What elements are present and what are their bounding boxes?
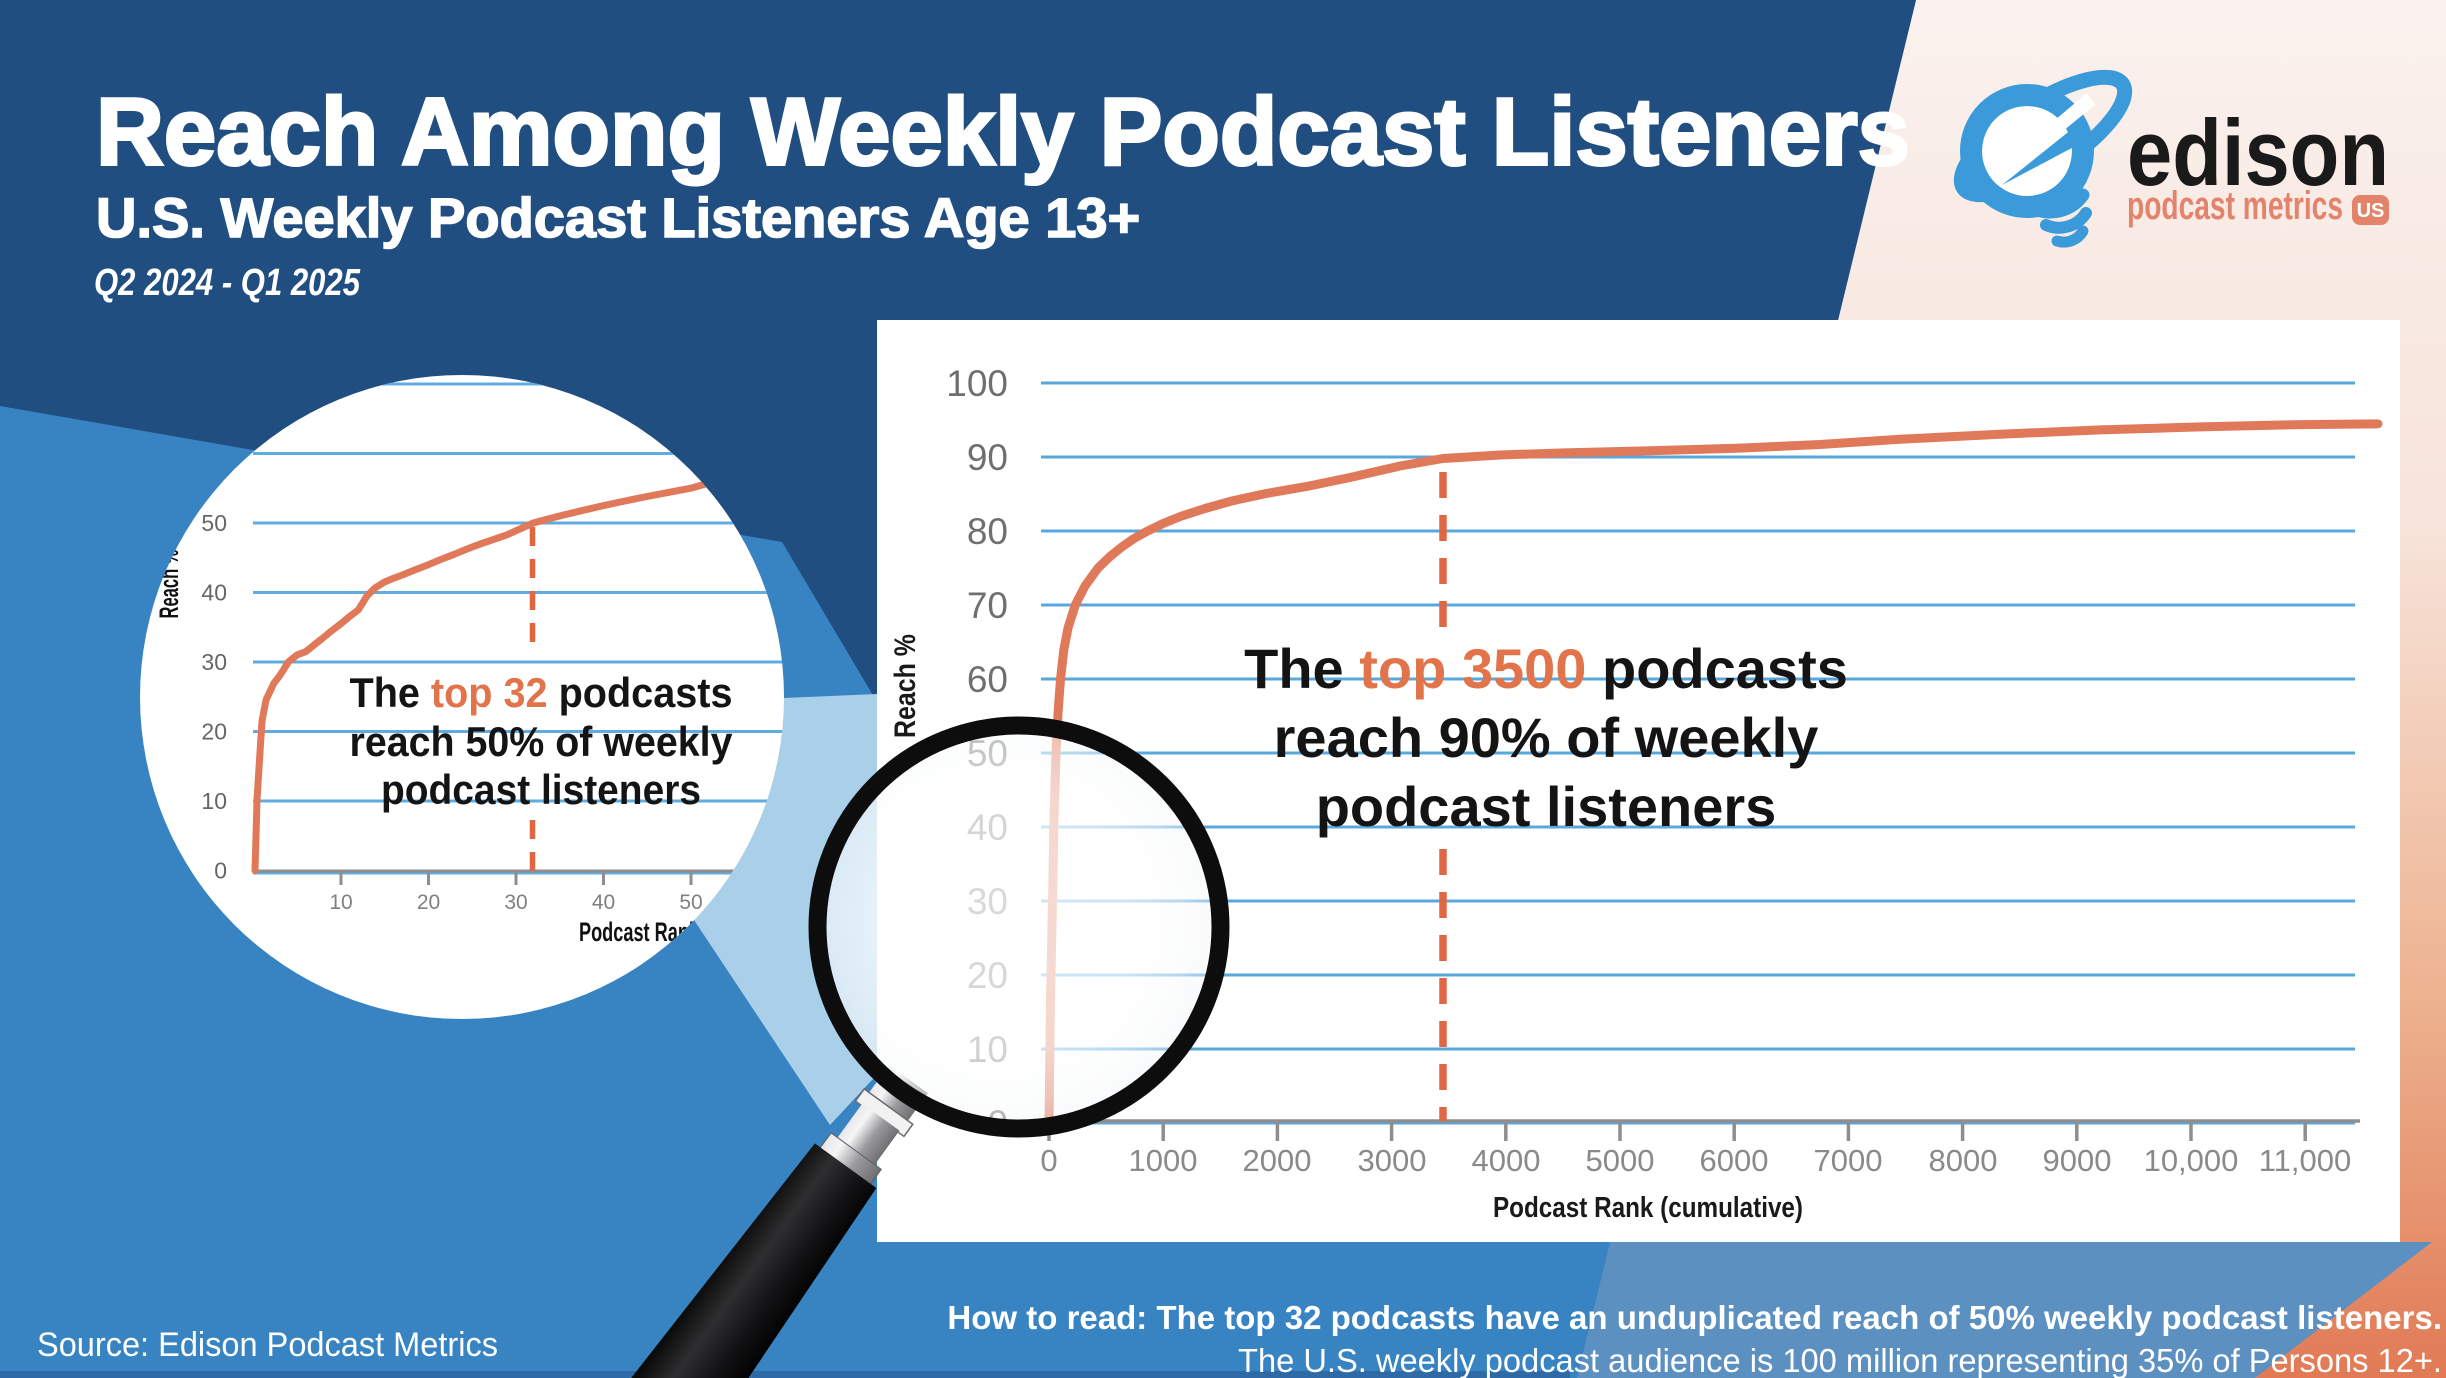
svg-text:0: 0 bbox=[1040, 1143, 1057, 1178]
svg-text:30: 30 bbox=[504, 891, 527, 914]
svg-text:7000: 7000 bbox=[1814, 1143, 1883, 1178]
svg-text:40: 40 bbox=[592, 891, 615, 914]
svg-text:50: 50 bbox=[201, 510, 227, 536]
svg-text:Reach Among Weekly Podcast Lis: Reach Among Weekly Podcast Listeners bbox=[96, 79, 1910, 186]
svg-text:4000: 4000 bbox=[1472, 1143, 1541, 1178]
svg-text:podcast listeners: podcast listeners bbox=[381, 766, 701, 813]
svg-text:20: 20 bbox=[201, 719, 227, 745]
svg-text:Podcast Rank (cumulative): Podcast Rank (cumulative) bbox=[1493, 1192, 1803, 1224]
svg-text:2000: 2000 bbox=[1243, 1143, 1312, 1178]
svg-text:80: 80 bbox=[967, 511, 1008, 552]
svg-text:podcast listeners: podcast listeners bbox=[1316, 775, 1777, 838]
svg-text:90: 90 bbox=[967, 437, 1008, 478]
svg-text:Source: Edison Podcast Metrics: Source: Edison Podcast Metrics bbox=[37, 1326, 498, 1364]
svg-text:edison: edison bbox=[2127, 100, 2389, 205]
svg-text:reach 90% of weekly: reach 90% of weekly bbox=[1274, 706, 1819, 769]
svg-text:1000: 1000 bbox=[1129, 1143, 1198, 1178]
svg-text:11,000: 11,000 bbox=[2259, 1143, 2352, 1178]
svg-text:20: 20 bbox=[417, 891, 440, 914]
svg-text:How to read: The top 32 podcas: How to read: The top 32 podcasts have an… bbox=[947, 1299, 2442, 1336]
svg-text:10: 10 bbox=[329, 891, 352, 914]
svg-text:5000: 5000 bbox=[1586, 1143, 1655, 1178]
svg-text:U.S. Weekly Podcast Listeners: U.S. Weekly Podcast Listeners Age 13+ bbox=[96, 186, 1140, 249]
svg-text:US: US bbox=[2357, 200, 2385, 222]
svg-text:70: 70 bbox=[967, 585, 1008, 626]
svg-text:8000: 8000 bbox=[1929, 1143, 1998, 1178]
svg-text:The top 3500 podcasts: The top 3500 podcasts bbox=[1244, 637, 1848, 700]
svg-text:10,000: 10,000 bbox=[2144, 1143, 2239, 1178]
svg-text:100: 100 bbox=[946, 363, 1008, 404]
svg-text:podcast metrics: podcast metrics bbox=[2127, 184, 2343, 228]
svg-text:10: 10 bbox=[201, 788, 227, 814]
svg-text:The top 32 podcasts: The top 32 podcasts bbox=[350, 669, 733, 716]
svg-text:40: 40 bbox=[201, 580, 227, 606]
svg-text:0: 0 bbox=[214, 858, 227, 884]
svg-text:9000: 9000 bbox=[2043, 1143, 2112, 1178]
svg-text:Reach %: Reach % bbox=[889, 634, 922, 738]
svg-text:50: 50 bbox=[679, 891, 702, 914]
svg-text:Q2 2024 - Q1 2025: Q2 2024 - Q1 2025 bbox=[94, 262, 361, 304]
svg-text:6000: 6000 bbox=[1700, 1143, 1769, 1178]
svg-text:30: 30 bbox=[201, 649, 227, 675]
svg-text:60: 60 bbox=[967, 659, 1008, 700]
svg-text:3000: 3000 bbox=[1358, 1143, 1427, 1178]
svg-text:The U.S. weekly podcast audien: The U.S. weekly podcast audience is 100 … bbox=[1238, 1342, 2442, 1378]
svg-text:reach 50% of weekly: reach 50% of weekly bbox=[350, 718, 734, 765]
